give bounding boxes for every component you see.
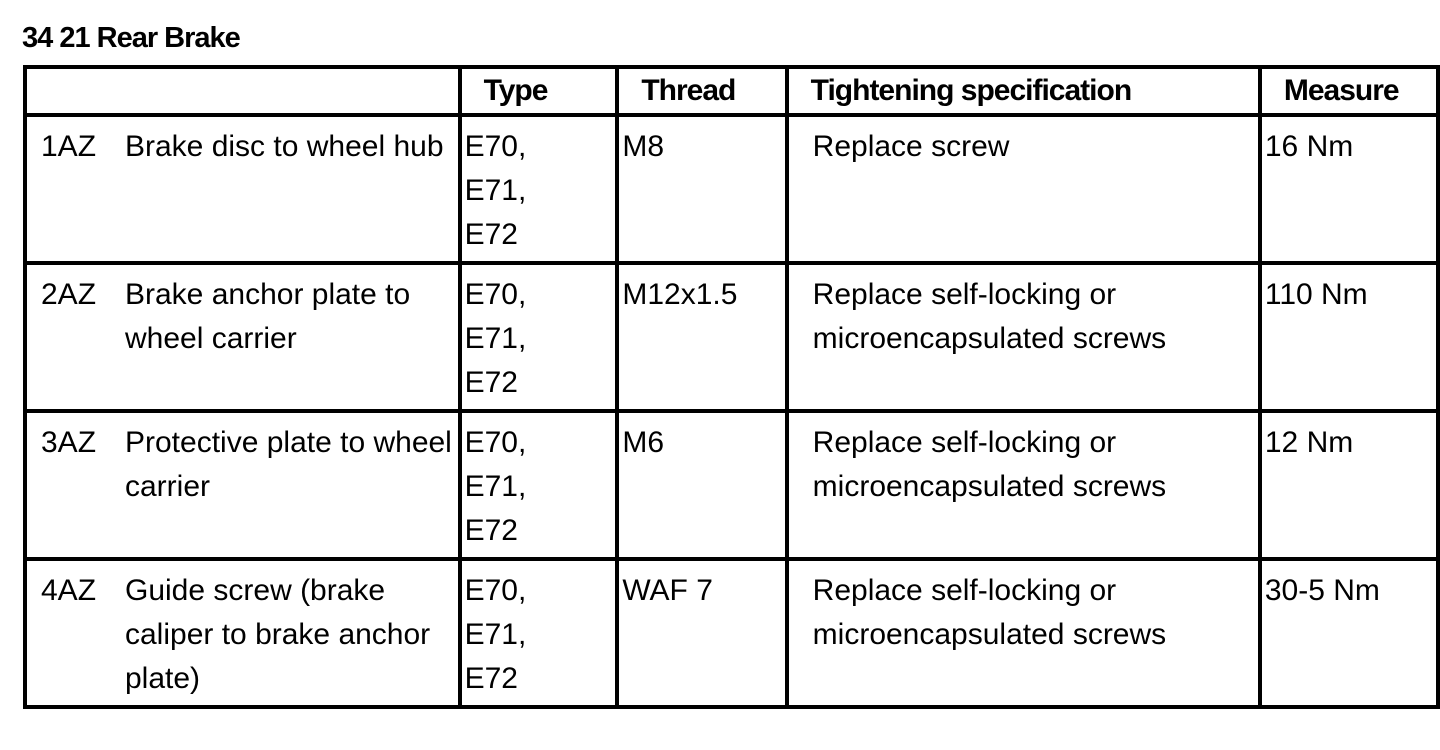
type-line: E71, <box>464 322 527 355</box>
table-row: 2AZ Brake anchor plate to wheel carrier … <box>23 261 1440 413</box>
type-line: E70, <box>464 130 527 163</box>
item-description: Protective plate to wheel carrier <box>125 426 452 503</box>
thread-cell: M6 <box>615 409 789 561</box>
item-cell: 2AZ Brake anchor plate to wheel carrier <box>23 261 462 413</box>
type-line: E70, <box>464 574 527 607</box>
table-row: 3AZ Protective plate to wheel carrier E7… <box>23 409 1440 561</box>
type-line: E72 <box>464 514 518 547</box>
type-line: E70, <box>464 426 527 459</box>
type-line: E71, <box>464 618 527 651</box>
measure-cell: 16 Nm <box>1257 113 1440 265</box>
item-cell: 1AZ Brake disc to wheel hub <box>23 113 462 265</box>
header-row: Type Thread Tightening specification Mea… <box>23 65 1440 117</box>
type-line: E72 <box>464 662 518 695</box>
thread-cell: M8 <box>615 113 789 265</box>
type-line: E72 <box>464 218 518 251</box>
section-title: 34 21 Rear Brake <box>22 22 241 54</box>
item-id: 4AZ <box>41 574 97 607</box>
type-cell: E70, E71, E72 <box>457 409 620 561</box>
specification-cell: Replace self-locking or microencapsulate… <box>784 261 1262 413</box>
measure-cell: 110 Nm <box>1257 261 1440 413</box>
item-description: Brake disc to wheel hub <box>125 130 444 163</box>
measure-cell: 30-5 Nm <box>1257 557 1440 709</box>
header-type: Type <box>457 65 620 117</box>
measure-cell: 12 Nm <box>1257 409 1440 561</box>
type-line: E71, <box>464 174 527 207</box>
thread-cell: M12x1.5 <box>615 261 789 413</box>
item-id: 2AZ <box>41 278 97 311</box>
item-cell: 3AZ Protective plate to wheel carrier <box>23 409 462 561</box>
header-specification: Tightening specification <box>784 65 1262 117</box>
thread-cell: WAF 7 <box>615 557 789 709</box>
header-measure: Measure <box>1257 65 1440 117</box>
item-id: 3AZ <box>41 426 97 459</box>
type-line: E70, <box>464 278 527 311</box>
specification-cell: Replace self-locking or microencapsulate… <box>784 557 1262 709</box>
type-cell: E70, E71, E72 <box>457 557 620 709</box>
torque-spec-table: Type Thread Tightening specification Mea… <box>23 65 1440 709</box>
type-cell: E70, E71, E72 <box>457 113 620 265</box>
item-id: 1AZ <box>41 130 97 163</box>
table-row: 1AZ Brake disc to wheel hub E70, E71, E7… <box>23 113 1440 265</box>
header-blank <box>23 65 462 117</box>
type-line: E72 <box>464 366 518 399</box>
item-description: Brake anchor plate to wheel carrier <box>125 278 411 355</box>
specification-cell: Replace self-locking or microencapsulate… <box>784 409 1262 561</box>
item-cell: 4AZ Guide screw (brake caliper to brake … <box>23 557 462 709</box>
specification-cell: Replace screw <box>784 113 1262 265</box>
type-line: E71, <box>464 470 527 503</box>
table-row: 4AZ Guide screw (brake caliper to brake … <box>23 557 1440 709</box>
header-thread: Thread <box>615 65 789 117</box>
type-cell: E70, E71, E72 <box>457 261 620 413</box>
item-description: Guide screw (brake caliper to brake anch… <box>125 574 431 695</box>
